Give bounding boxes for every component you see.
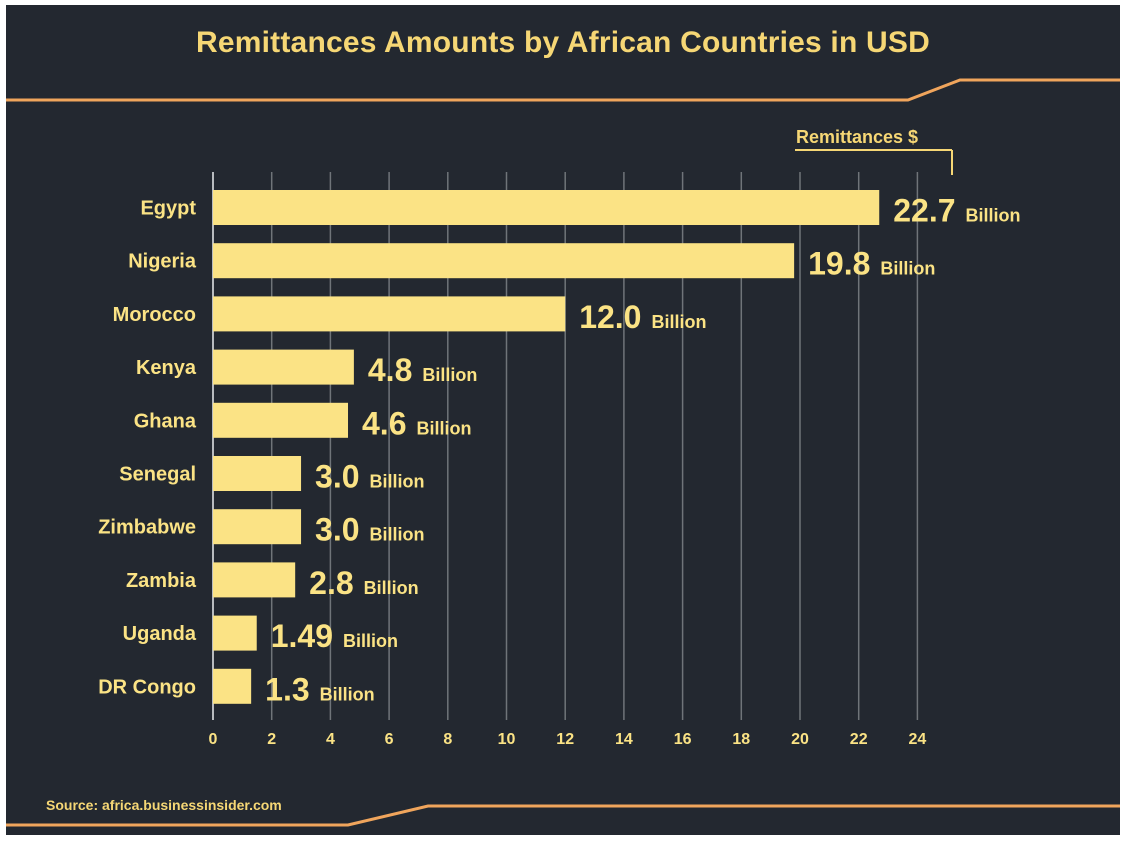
bar xyxy=(213,190,880,225)
category-label: DR Congo xyxy=(98,676,196,698)
category-label: Zimbabwe xyxy=(98,517,196,539)
x-tick-label: 22 xyxy=(850,731,868,748)
category-label: Kenya xyxy=(136,357,197,379)
chart-background xyxy=(6,5,1120,835)
category-label: Uganda xyxy=(123,623,197,645)
chart-title: Remittances Amounts by African Countries… xyxy=(196,26,930,59)
x-tick-label: 16 xyxy=(674,731,692,748)
x-tick-label: 18 xyxy=(732,731,750,748)
value-label: 1.3 Billion xyxy=(265,671,374,707)
bar xyxy=(213,509,302,545)
bar xyxy=(213,615,257,651)
top-rule xyxy=(6,78,1120,102)
category-label: Morocco xyxy=(113,304,196,326)
category-label: Egypt xyxy=(140,198,196,220)
x-tick-label: 12 xyxy=(556,731,574,748)
bar xyxy=(213,243,795,279)
category-label: Zambia xyxy=(126,570,197,592)
x-tick-label: 0 xyxy=(209,731,218,748)
x-tick-label: 6 xyxy=(385,731,394,748)
source-note: Source: africa.businessinsider.com xyxy=(46,797,282,813)
x-tick-label: 8 xyxy=(443,731,452,748)
value-label: 3.0 Billion xyxy=(315,512,424,548)
category-label: Senegal xyxy=(119,464,196,486)
value-label: 22.7 Billion xyxy=(893,193,1020,229)
x-tick-label: 2 xyxy=(267,731,276,748)
value-label: 1.49 Billion xyxy=(271,618,398,654)
value-label: 2.8 Billion xyxy=(309,565,418,601)
value-label: 3.0 Billion xyxy=(315,459,424,495)
category-label: Ghana xyxy=(134,410,197,432)
bar xyxy=(213,349,354,385)
x-tick-label: 10 xyxy=(498,731,516,748)
x-tick-label: 24 xyxy=(909,731,927,748)
x-tick-label: 14 xyxy=(615,731,633,748)
x-tick-label: 4 xyxy=(326,731,335,748)
bar xyxy=(213,402,349,438)
value-label: 4.6 Billion xyxy=(362,405,471,441)
bar xyxy=(213,456,302,491)
value-label: 19.8 Billion xyxy=(808,246,935,282)
bottom-rule xyxy=(6,804,1120,827)
value-label: 12.0 Billion xyxy=(579,299,706,335)
series-label: Remittances $ xyxy=(796,127,919,147)
value-label: 4.8 Billion xyxy=(368,352,477,388)
bar xyxy=(213,668,252,704)
category-label: Nigeria xyxy=(128,251,197,273)
bar xyxy=(213,562,296,598)
bar xyxy=(213,296,566,332)
x-tick-label: 20 xyxy=(791,731,809,748)
